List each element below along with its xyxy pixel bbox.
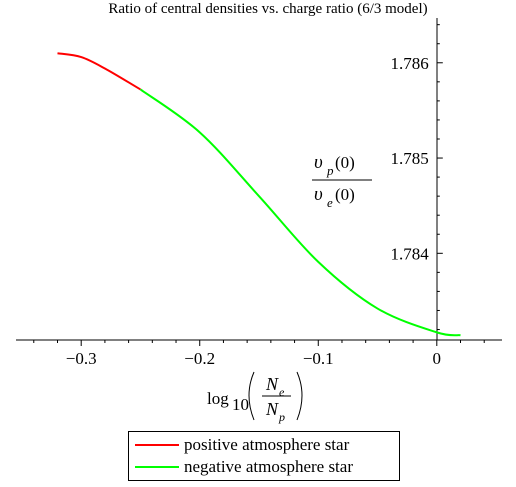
series-line-negative [139, 88, 461, 337]
x-tick-label: −0.1 [303, 349, 334, 368]
series-group [57, 52, 461, 337]
series-line-positive [57, 52, 141, 91]
ylabel-num-arg: (0) [335, 153, 355, 172]
x-tick-label: −0.3 [66, 349, 97, 368]
tick-group [33, 24, 485, 346]
legend-label-positive: positive atmosphere star [184, 435, 350, 454]
xlabel-den-sub: p [278, 410, 285, 424]
xlabel-right-paren [296, 371, 303, 421]
axes [16, 18, 502, 341]
x-axis-label: log 10 N e N p [207, 371, 303, 424]
legend-swatch-negative [135, 466, 179, 468]
x-tick-label: 0 [433, 349, 442, 368]
xlabel-num-base: N [265, 374, 279, 394]
xlabel-num-sub: e [279, 385, 285, 399]
y-tick-label: 1.785 [391, 149, 429, 168]
x-tick-label: −0.2 [184, 349, 215, 368]
chart-title: Ratio of central densities vs. charge ra… [108, 1, 427, 17]
y-tick-label: 1.784 [391, 244, 430, 263]
y-tick-label: 1.786 [391, 54, 429, 73]
tick-label-group: −0.3 −0.2 −0.1 0 1.784 1.785 1.786 [66, 54, 441, 368]
legend-swatch-positive [135, 444, 179, 446]
chart: Ratio of central densities vs. charge ra… [16, 1, 502, 424]
ylabel-num-sub: p [326, 163, 334, 178]
y-axis-label: υ p (0) υ e (0) [312, 152, 372, 210]
legend-item-positive: positive atmosphere star [129, 434, 399, 456]
ylabel-num-base: υ [314, 152, 323, 173]
legend: positive atmosphere star negative atmosp… [128, 431, 400, 481]
xlabel-den-base: N [265, 399, 279, 419]
legend-label-negative: negative atmosphere star [184, 457, 353, 476]
xlabel-log: log [207, 389, 229, 408]
legend-item-negative: negative atmosphere star [129, 456, 399, 478]
ylabel-den-base: υ [314, 184, 323, 205]
ylabel-den-sub: e [327, 195, 333, 210]
ylabel-den-arg: (0) [335, 185, 355, 204]
xlabel-left-paren [248, 371, 255, 421]
xlabel-log-sub: 10 [232, 395, 249, 414]
